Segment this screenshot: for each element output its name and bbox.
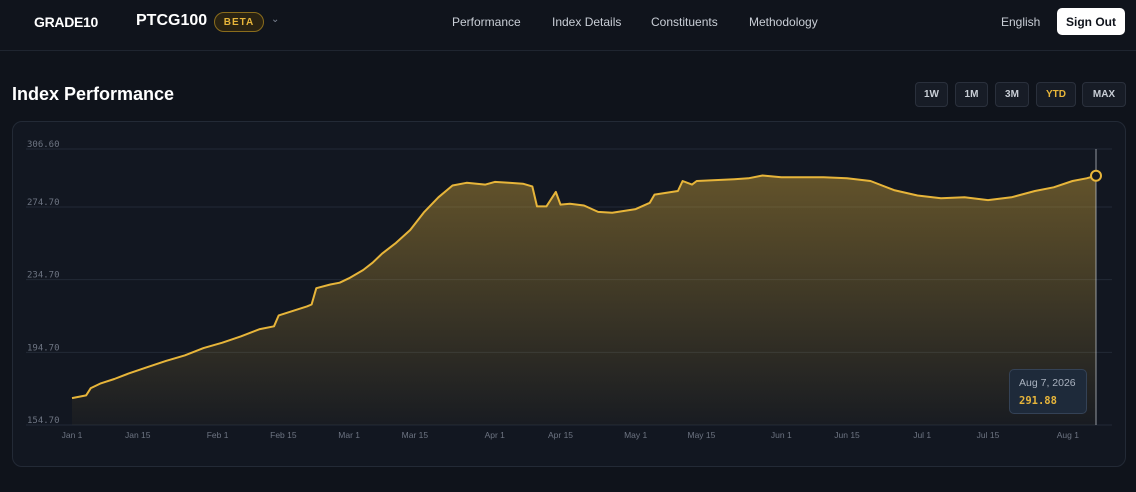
logo-text: GRADE10 bbox=[34, 14, 99, 30]
index-name: PTCG100 bbox=[136, 12, 208, 29]
x-tick-label: Apr 1 bbox=[485, 430, 506, 440]
beta-badge: BETA bbox=[214, 12, 264, 32]
sign-out-button[interactable]: Sign Out bbox=[1057, 8, 1125, 35]
top-nav-bar: GRADE10 PTCG100 BETA ⌄ Performance Index… bbox=[0, 0, 1136, 51]
range-3m-button[interactable]: 3M bbox=[995, 82, 1029, 107]
range-ytd-button[interactable]: YTD bbox=[1036, 82, 1076, 107]
x-tick-label: Jun 15 bbox=[834, 430, 860, 440]
y-tick-label: 274.70 bbox=[27, 198, 60, 208]
range-1m-button[interactable]: 1M bbox=[955, 82, 988, 107]
grade10-logo[interactable]: GRADE10 bbox=[34, 12, 98, 32]
x-tick-label: Feb 15 bbox=[270, 430, 297, 440]
range-max-button[interactable]: MAX bbox=[1082, 82, 1126, 107]
chart-area-fill bbox=[72, 175, 1096, 425]
x-tick-label: Jan 15 bbox=[125, 430, 151, 440]
y-tick-label: 154.70 bbox=[27, 416, 60, 426]
language-selector[interactable]: English bbox=[1001, 15, 1041, 29]
x-tick-label: Jun 1 bbox=[771, 430, 792, 440]
nav-index-details[interactable]: Index Details bbox=[552, 15, 622, 29]
x-tick-label: Jan 1 bbox=[62, 430, 83, 440]
x-tick-label: Mar 1 bbox=[338, 430, 360, 440]
chevron-down-icon[interactable]: ⌄ bbox=[271, 14, 280, 25]
x-tick-label: Aug 1 bbox=[1057, 430, 1079, 440]
nav-methodology[interactable]: Methodology bbox=[749, 15, 818, 29]
x-tick-label: Jul 1 bbox=[913, 430, 931, 440]
y-tick-label: 234.70 bbox=[27, 271, 60, 281]
y-tick-label: 306.60 bbox=[27, 140, 60, 150]
nav-constituents[interactable]: Constituents bbox=[651, 15, 718, 29]
chart-series-line bbox=[71, 174, 1097, 400]
x-tick-label: Jul 15 bbox=[977, 430, 1000, 440]
y-tick-label: 194.70 bbox=[27, 343, 60, 353]
x-tick-label: May 1 bbox=[624, 430, 647, 440]
tooltip-date: Aug 7, 2026 bbox=[1019, 377, 1076, 389]
x-tick-label: May 15 bbox=[687, 430, 715, 440]
range-1w-button[interactable]: 1W bbox=[915, 82, 948, 107]
page-title: Index Performance bbox=[12, 84, 175, 104]
chart-last-point[interactable] bbox=[1090, 169, 1102, 182]
x-tick-label: Apr 15 bbox=[548, 430, 573, 440]
tooltip-value: 291.88 bbox=[1019, 395, 1057, 407]
x-tick-label: Mar 15 bbox=[402, 430, 429, 440]
nav-performance[interactable]: Performance bbox=[452, 15, 521, 29]
chart-tooltip: Aug 7, 2026 291.88 bbox=[1009, 369, 1087, 414]
x-tick-label: Feb 1 bbox=[207, 430, 229, 440]
